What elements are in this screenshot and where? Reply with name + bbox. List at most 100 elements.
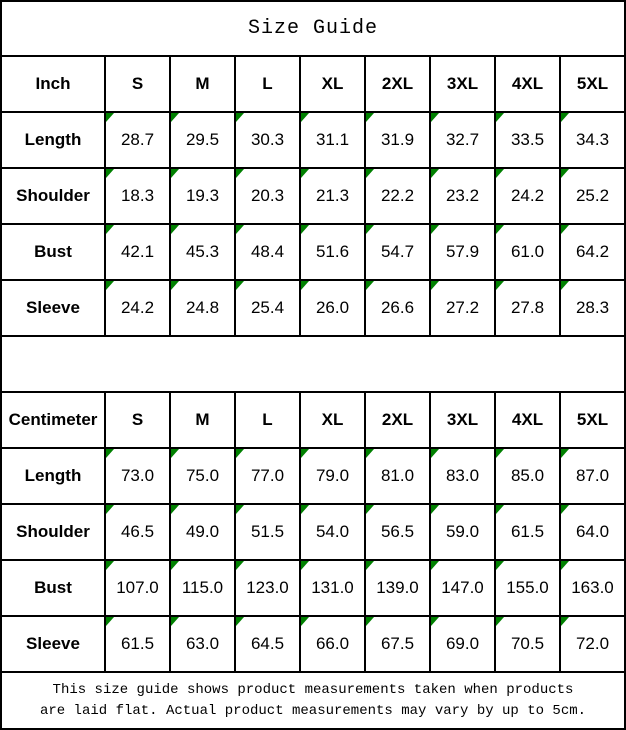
size-header-cell: M <box>171 57 236 111</box>
green-corner-marker-icon <box>171 281 179 290</box>
title-row: Size Guide <box>2 2 624 57</box>
measure-label-cell: Shoulder <box>2 169 106 223</box>
measurement-cell: 64.2 <box>561 225 624 279</box>
green-corner-marker-icon <box>301 449 309 458</box>
measurement-cell: 26.0 <box>301 281 366 335</box>
green-corner-marker-icon <box>561 169 569 178</box>
measurement-cell: 22.2 <box>366 169 431 223</box>
measurement-cell: 57.9 <box>431 225 496 279</box>
size-header-cell: L <box>236 57 301 111</box>
measurement-cell: 163.0 <box>561 561 624 615</box>
measurement-row: Bust 107.0 115.0 123.0 131.0 139.0 147.0 155.0 1… <box>2 561 624 617</box>
green-corner-marker-icon <box>366 561 374 570</box>
size-header-cell: XL <box>301 57 366 111</box>
measurement-cell: 87.0 <box>561 449 624 503</box>
green-corner-marker-icon <box>236 505 244 514</box>
measurement-cell: 56.5 <box>366 505 431 559</box>
measure-label-cell: Shoulder <box>2 505 106 559</box>
measurement-cell: 147.0 <box>431 561 496 615</box>
measurement-cell: 54.0 <box>301 505 366 559</box>
green-corner-marker-icon <box>171 505 179 514</box>
size-header-cell: XL <box>301 393 366 447</box>
measurement-cell: 49.0 <box>171 505 236 559</box>
measure-label-cell: Bust <box>2 561 106 615</box>
green-corner-marker-icon <box>366 225 374 234</box>
measurement-cell: 69.0 <box>431 617 496 671</box>
measurement-cell: 25.2 <box>561 169 624 223</box>
size-header-row: Inch S M L XL 2XL 3XL 4XL 5XL <box>2 57 624 113</box>
size-header-cell: S <box>106 57 171 111</box>
footer-note: This size guide shows product measuremen… <box>2 673 624 728</box>
measure-label-cell: Sleeve <box>2 617 106 671</box>
green-corner-marker-icon <box>561 449 569 458</box>
measurement-row: Sleeve 24.2 24.8 25.4 26.0 26.6 27.2 27.8 28.3 <box>2 281 624 337</box>
measurement-cell: 79.0 <box>301 449 366 503</box>
green-corner-marker-icon <box>106 617 114 626</box>
measurement-cell: 29.5 <box>171 113 236 167</box>
measurement-cell: 32.7 <box>431 113 496 167</box>
measurement-cell: 61.0 <box>496 225 561 279</box>
green-corner-marker-icon <box>366 169 374 178</box>
measurement-cell: 64.0 <box>561 505 624 559</box>
green-corner-marker-icon <box>301 281 309 290</box>
measurement-cell: 27.8 <box>496 281 561 335</box>
green-corner-marker-icon <box>106 449 114 458</box>
measure-label-cell: Sleeve <box>2 281 106 335</box>
green-corner-marker-icon <box>366 617 374 626</box>
measurement-cell: 42.1 <box>106 225 171 279</box>
measure-label-cell: Length <box>2 449 106 503</box>
size-header-cell: 5XL <box>576 74 609 93</box>
green-corner-marker-icon <box>496 225 504 234</box>
measurement-cell: 31.9 <box>366 113 431 167</box>
measurement-cell: 46.5 <box>106 505 171 559</box>
green-corner-marker-icon <box>301 561 309 570</box>
measurement-cell: 45.3 <box>171 225 236 279</box>
measurement-cell: 64.5 <box>236 617 301 671</box>
size-header-cell: 4XL <box>496 393 561 447</box>
measurement-cell: 123.0 <box>236 561 301 615</box>
measurement-cell: 27.2 <box>431 281 496 335</box>
green-corner-marker-icon <box>561 113 569 122</box>
measurement-cell: 23.2 <box>431 169 496 223</box>
green-corner-marker-icon <box>236 169 244 178</box>
page-title: Size Guide <box>247 17 379 40</box>
measurement-row: Bust 42.1 45.3 48.4 51.6 54.7 57.9 61.0 64.2 <box>2 225 624 281</box>
measurement-cell: 31.1 <box>301 113 366 167</box>
measurement-cell: 115.0 <box>171 561 236 615</box>
green-corner-marker-icon <box>431 281 439 290</box>
green-corner-marker-icon <box>366 281 374 290</box>
unit-header-cell: Centimeter <box>2 393 106 447</box>
measurement-cell: 33.5 <box>496 113 561 167</box>
green-corner-marker-icon <box>171 169 179 178</box>
green-corner-marker-icon <box>431 225 439 234</box>
measurement-cell: 18.3 <box>106 169 171 223</box>
green-corner-marker-icon <box>431 617 439 626</box>
measurement-cell: 131.0 <box>301 561 366 615</box>
measurement-row: Shoulder 18.3 19.3 20.3 21.3 22.2 23.2 24.2 25.2 <box>2 169 624 225</box>
green-corner-marker-icon <box>171 449 179 458</box>
unit-header-cell: Inch <box>2 57 106 111</box>
green-corner-marker-icon <box>236 617 244 626</box>
measurement-cell: 59.0 <box>431 505 496 559</box>
green-corner-marker-icon <box>106 561 114 570</box>
measurement-row: Sleeve 61.5 63.0 64.5 66.0 67.5 69.0 70.5 72.0 <box>2 617 624 673</box>
size-header-cell: M <box>171 393 236 447</box>
green-corner-marker-icon <box>301 225 309 234</box>
green-corner-marker-icon <box>236 281 244 290</box>
green-corner-marker-icon <box>236 225 244 234</box>
green-corner-marker-icon <box>366 449 374 458</box>
measurement-row: Length 28.7 29.5 30.3 31.1 31.9 32.7 33.5 34.3 <box>2 113 624 169</box>
measurement-cell: 28.3 <box>561 281 624 335</box>
green-corner-marker-icon <box>301 113 309 122</box>
measurement-cell: 61.5 <box>106 617 171 671</box>
measurement-cell: 67.5 <box>366 617 431 671</box>
measurement-cell: 48.4 <box>236 225 301 279</box>
measurement-cell: 75.0 <box>171 449 236 503</box>
measurement-cell: 54.7 <box>366 225 431 279</box>
green-corner-marker-icon <box>561 281 569 290</box>
spacer-row <box>2 337 624 393</box>
green-corner-marker-icon <box>496 281 504 290</box>
size-header-cell: S <box>106 393 171 447</box>
measurement-cell: 20.3 <box>236 169 301 223</box>
